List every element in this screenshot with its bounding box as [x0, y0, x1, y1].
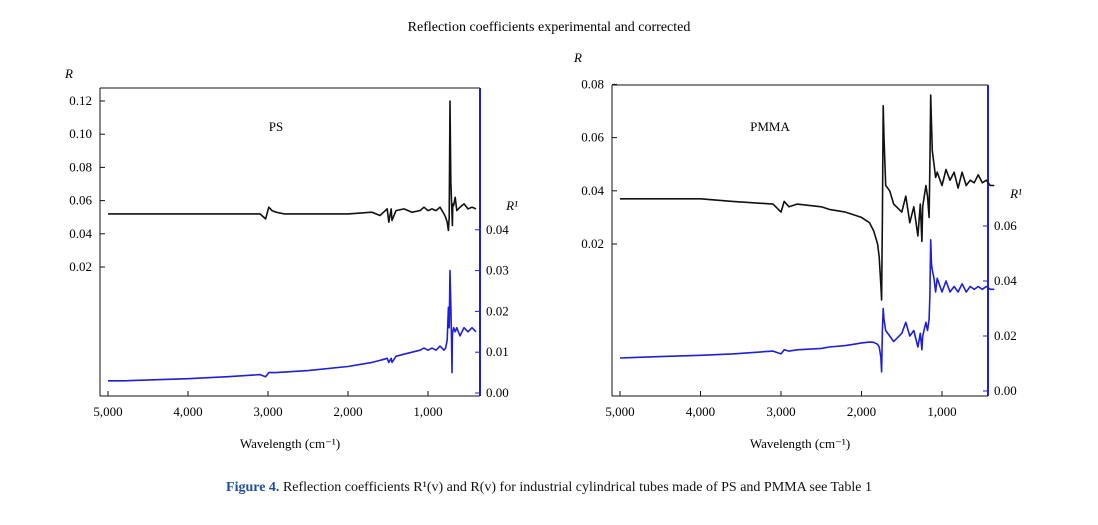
panel-label: PMMA — [750, 119, 790, 134]
caption-text: Reflection coefficients R¹(v) and R(v) f… — [282, 480, 872, 495]
y-right-axis-label: R¹ — [505, 198, 518, 213]
caption-figure-number: Figure 4. — [226, 480, 280, 495]
chart-panel-ps: 5,000 4,000 3,000 2,000 1,000 0.02 0.04 0.06 0.0… — [64, 66, 518, 451]
series-line-r1-blue — [619, 239, 995, 373]
y-right-tick-label: 0.00 — [994, 383, 1017, 398]
y-left-tick-label: 0.06 — [581, 130, 604, 145]
y-left-axis-label: R — [64, 66, 73, 81]
series-line-r-black — [620, 94, 995, 301]
y-left-tick-label: 0.08 — [581, 76, 604, 91]
x-tick-label: 2,000 — [333, 404, 362, 419]
y-left-tick-label: 0.12 — [69, 93, 92, 108]
y-left-tick-label: 0.02 — [581, 236, 604, 251]
x-tick-label: 3,000 — [253, 404, 282, 419]
y-right-tick-label: 0.00 — [486, 385, 509, 400]
y-right-tick-label: 0.04 — [994, 273, 1017, 288]
x-axis-label: Wavelength (cm⁻¹) — [750, 436, 850, 451]
y-left-tick-label: 0.06 — [69, 193, 92, 208]
panel-label: PS — [269, 119, 283, 134]
x-tick-label: 5,000 — [93, 404, 122, 419]
y-left-tick-label: 0.02 — [69, 259, 92, 274]
x-tick-label: 1,000 — [927, 404, 956, 419]
series-line-r1-blue — [108, 269, 477, 382]
y-right-tick-label: 0.01 — [486, 344, 509, 359]
figure-caption: Figure 4. Reflection coefficients R¹(v) … — [0, 480, 1098, 496]
x-tick-label: 4,000 — [173, 404, 202, 419]
y-left-axis-label: R — [573, 50, 582, 65]
x-tick-label: 4,000 — [686, 404, 715, 419]
x-tick-label: 2,000 — [847, 404, 876, 419]
y-right-tick-label: 0.02 — [486, 303, 509, 318]
figure-title: Reflection coefficients experimental and… — [408, 20, 691, 35]
x-tick-label: 5,000 — [605, 404, 634, 419]
x-tick-label: 3,000 — [766, 404, 795, 419]
y-right-tick-label: 0.06 — [994, 218, 1017, 233]
x-axis-label: Wavelength (cm⁻¹) — [240, 436, 340, 451]
x-tick-label: 1,000 — [413, 404, 442, 419]
y-right-tick-label: 0.03 — [486, 263, 509, 278]
y-left-tick-label: 0.04 — [581, 183, 604, 198]
y-left-tick-label: 0.10 — [69, 126, 92, 141]
chart-panel-pmma: 5,000 4,000 3,000 2,000 1,000 0.02 0.04 0.06 0.0… — [573, 50, 1022, 451]
y-left-tick-label: 0.04 — [69, 226, 92, 241]
y-right-tick-label: 0.02 — [994, 328, 1017, 343]
y-left-tick-label: 0.08 — [69, 159, 92, 174]
y-right-axis-label: R¹ — [1009, 186, 1022, 201]
series-line-r-black — [108, 100, 477, 232]
y-right-tick-label: 0.04 — [486, 222, 509, 237]
